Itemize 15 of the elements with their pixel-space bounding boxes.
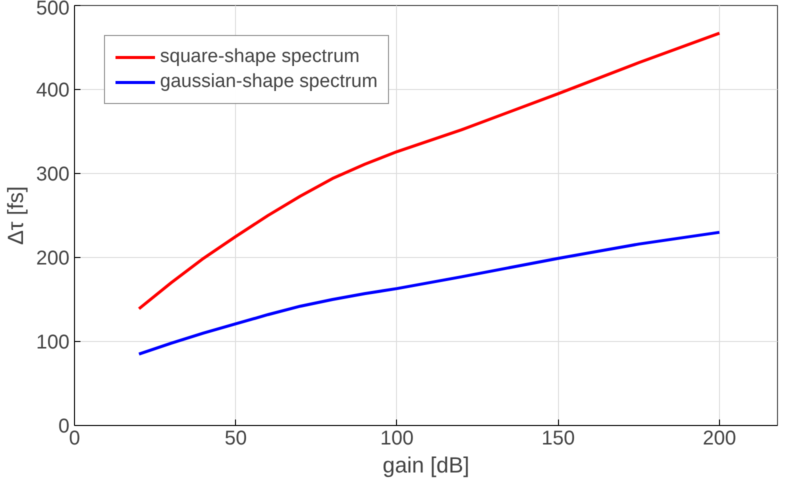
y-tick-label: 500 — [36, 0, 70, 20]
y-tick-label: 400 — [36, 80, 70, 102]
x-axis-title: gain [dB] — [382, 452, 470, 478]
legend-label: square-shape spectrum — [160, 46, 360, 68]
x-tick-label: 100 — [380, 428, 414, 450]
x-tick-label: 200 — [702, 428, 736, 450]
line-series — [137, 32, 721, 310]
line-series — [137, 230, 721, 356]
y-tick-label: 100 — [36, 332, 70, 354]
y-axis-title: Δτ [fs] — [3, 186, 28, 245]
y-tick-label: 200 — [36, 248, 70, 270]
x-tick-label: 50 — [224, 428, 247, 450]
y-tick-label: 300 — [36, 164, 70, 186]
legend-label: gaussian-shape spectrum — [160, 71, 378, 93]
x-tick-label: 150 — [542, 428, 575, 450]
